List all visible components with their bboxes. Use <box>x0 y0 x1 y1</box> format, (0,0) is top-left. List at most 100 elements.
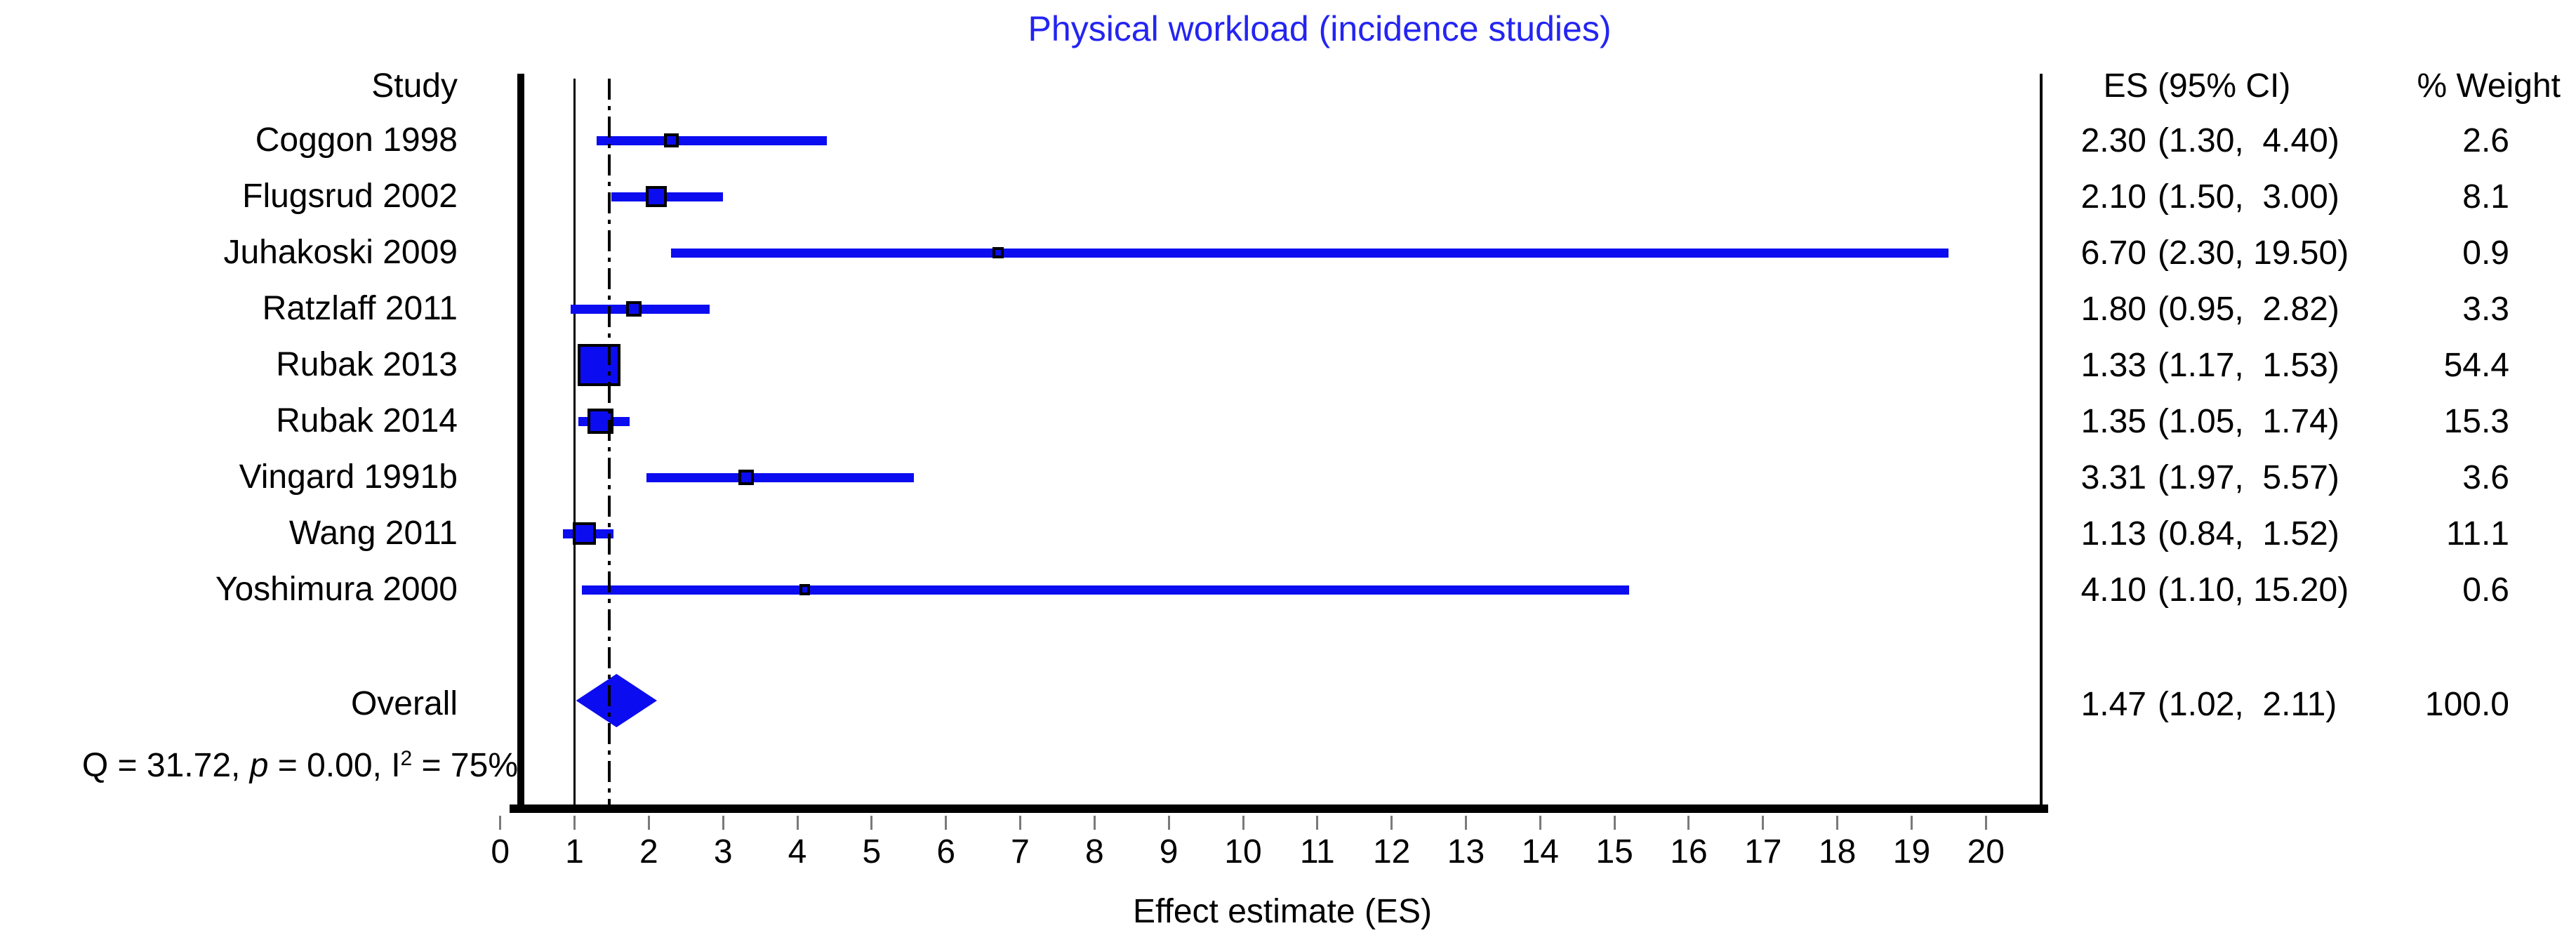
overall-diamond <box>576 674 657 727</box>
x-tick-mark <box>1762 816 1765 830</box>
x-tick-label: 9 <box>1159 833 1179 870</box>
x-tick-label: 8 <box>1084 833 1104 870</box>
ci-value: (1.30, 4.40) <box>2158 122 2339 159</box>
ci-value: (1.10, 15.20) <box>2158 571 2349 609</box>
x-tick-mark <box>1316 816 1319 830</box>
es-square <box>578 343 620 387</box>
study-label: Ratzlaff 2011 <box>262 290 458 327</box>
es-ci-cell: 1.13 (0.84, 1.52) <box>2064 515 2394 553</box>
weight-value: 15.3 <box>2443 403 2509 440</box>
x-tick-mark <box>1836 816 1839 830</box>
x-tick-mark <box>945 816 948 830</box>
ci-value: (1.02, 2.11) <box>2158 686 2337 723</box>
study-label: Rubak 2013 <box>276 346 458 383</box>
es-ci-cell: 4.10 (1.10, 15.20) <box>2064 571 2394 609</box>
plot-right-border <box>2040 74 2043 810</box>
weight-value: 2.6 <box>2462 122 2509 159</box>
x-tick-mark <box>573 816 576 830</box>
x-tick-label: 17 <box>1744 833 1782 870</box>
es-ci-cell: 2.10 (1.50, 3.00) <box>2064 178 2394 216</box>
weight-value: 54.4 <box>2443 347 2509 384</box>
x-axis-title: Effect estimate (ES) <box>1133 893 1432 930</box>
weight-value: 8.1 <box>2462 178 2509 216</box>
column-header-weight: % Weight <box>2417 67 2561 105</box>
x-tick-mark <box>1019 816 1021 830</box>
x-tick-label: 5 <box>862 833 882 870</box>
weight-value: 100.0 <box>2424 686 2509 723</box>
ci-line <box>671 248 1949 258</box>
heterogeneity-stats: Q = 31.72, p = 0.00, I2 = 75% <box>0 740 518 785</box>
het-p-symbol: p <box>249 747 269 784</box>
weight-value: 3.3 <box>2462 291 2509 328</box>
ci-line <box>597 135 828 145</box>
x-tick-mark <box>1687 816 1690 830</box>
overall-label: Overall <box>350 685 458 722</box>
es-value: 6.70 <box>2080 234 2146 272</box>
column-header-study: Study <box>371 67 458 105</box>
het-mid-text: = 0.00, I <box>268 747 401 784</box>
ci-value: (2.30, 19.50) <box>2158 234 2349 272</box>
x-tick-mark <box>722 816 724 830</box>
x-tick-label: 3 <box>713 833 733 870</box>
es-value: 1.47 <box>2080 686 2146 723</box>
ci-line <box>582 585 1630 595</box>
x-tick-label: 6 <box>936 833 956 870</box>
es-ci-cell: 6.70 (2.30, 19.50) <box>2064 234 2394 272</box>
es-value: 3.31 <box>2080 459 2146 496</box>
x-tick-mark <box>499 816 502 830</box>
x-tick-label: 14 <box>1521 833 1559 870</box>
x-tick-mark <box>1464 816 1467 830</box>
x-tick-label: 20 <box>1967 833 2005 870</box>
es-square <box>646 186 667 207</box>
x-tick-mark <box>1910 816 1913 830</box>
study-label: Yoshimura 2000 <box>215 571 458 608</box>
ci-value: (0.95, 2.82) <box>2158 291 2339 328</box>
x-tick-label: 12 <box>1372 833 1411 870</box>
x-tick-label: 7 <box>1011 833 1030 870</box>
x-tick-label: 1 <box>565 833 584 870</box>
es-ci-cell: 1.35 (1.05, 1.74) <box>2064 403 2394 441</box>
es-value: 1.33 <box>2080 347 2146 384</box>
het-q-text: Q = 31.72, <box>81 747 250 784</box>
es-ci-cell: 1.80 (0.95, 2.82) <box>2064 291 2394 329</box>
es-square <box>799 584 811 595</box>
x-tick-label: 19 <box>1892 833 1931 870</box>
x-tick-mark <box>647 816 650 830</box>
ci-value: (1.97, 5.57) <box>2158 459 2339 496</box>
es-square <box>626 300 642 317</box>
study-label: Flugsrud 2002 <box>242 178 458 215</box>
es-value: 4.10 <box>2080 571 2146 609</box>
es-square <box>738 469 755 486</box>
x-tick-mark <box>1613 816 1616 830</box>
study-label: Vingard 1991b <box>239 458 458 496</box>
es-square <box>572 522 596 545</box>
x-tick-mark <box>1539 816 1541 830</box>
es-value: 2.10 <box>2080 178 2146 216</box>
x-tick-mark <box>796 816 799 830</box>
weight-value: 11.1 <box>2446 515 2509 552</box>
x-tick-mark <box>1093 816 1096 830</box>
es-ci-cell: 3.31 (1.97, 5.57) <box>2064 459 2394 497</box>
weight-value: 3.6 <box>2462 459 2509 496</box>
ci-value: (1.05, 1.74) <box>2158 403 2339 440</box>
weight-value: 0.6 <box>2462 571 2509 609</box>
ci-value: (1.50, 3.00) <box>2158 178 2339 216</box>
es-value: 2.30 <box>2080 122 2146 159</box>
ci-line <box>611 192 724 201</box>
es-ci-cell: 1.33 (1.17, 1.53) <box>2064 347 2394 385</box>
column-header-es-ci: ES (95% CI) <box>2103 67 2291 105</box>
x-tick-mark <box>1984 816 1987 830</box>
es-ci-cell: 2.30 (1.30, 4.40) <box>2064 122 2394 160</box>
study-label: Coggon 1998 <box>255 121 458 159</box>
x-tick-mark <box>870 816 873 830</box>
chart-title: Physical workload (incidence studies) <box>1028 9 1612 48</box>
es-value: 1.13 <box>2080 515 2146 552</box>
ci-value: (0.84, 1.52) <box>2158 515 2339 552</box>
ci-value: (1.17, 1.53) <box>2158 347 2339 384</box>
ci-line <box>646 472 915 482</box>
x-tick-label: 18 <box>1818 833 1857 870</box>
es-square <box>992 246 1004 259</box>
x-tick-label: 10 <box>1224 833 1262 870</box>
study-label: Wang 2011 <box>288 515 458 552</box>
